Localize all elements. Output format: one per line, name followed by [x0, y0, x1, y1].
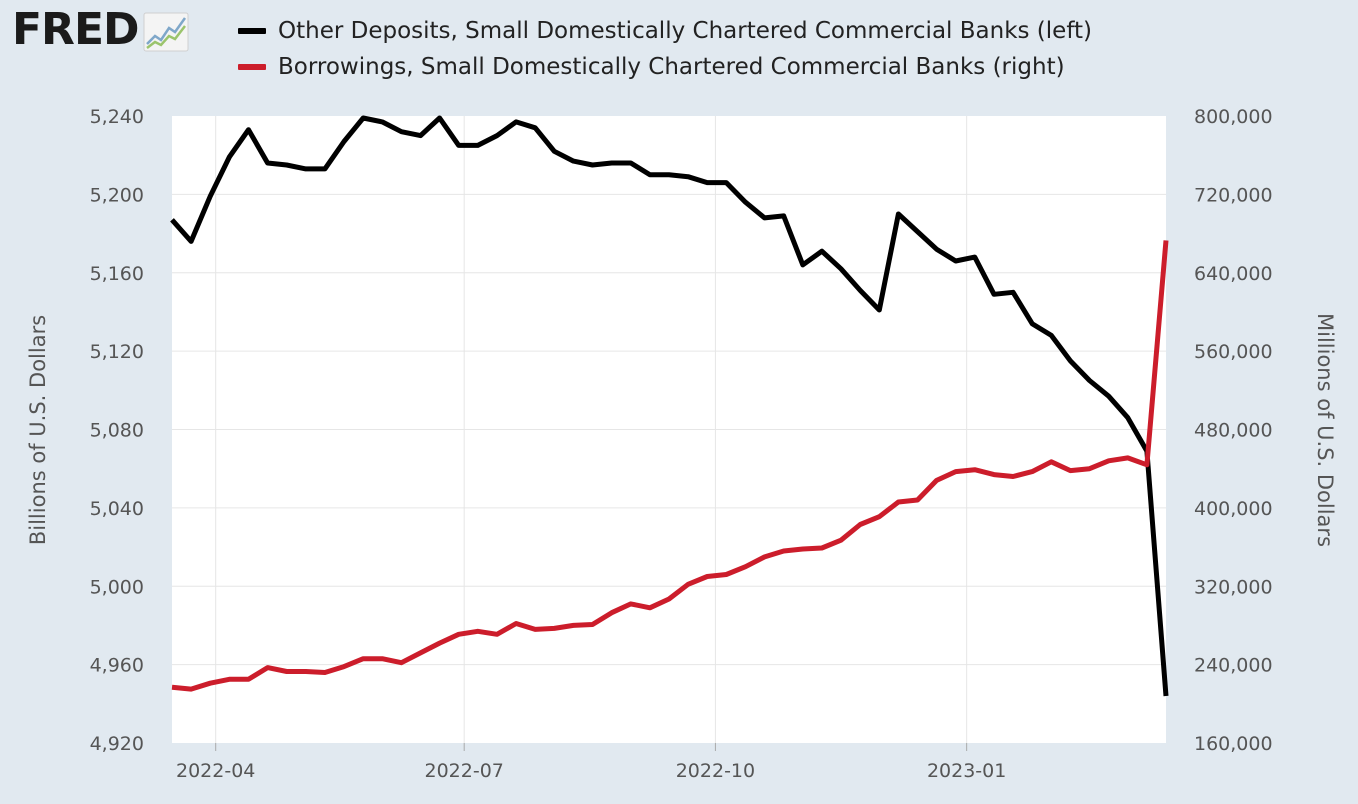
y-tick-label-left: 5,240 [90, 106, 144, 128]
y-tick-label-left: 5,040 [90, 498, 144, 520]
x-tick-label: 2022-04 [176, 760, 255, 782]
y-tick-label-left: 5,000 [90, 576, 144, 598]
x-tick-label: 2023-01 [927, 760, 1006, 782]
y-tick-label-left: 5,200 [90, 184, 144, 206]
legend-label: Borrowings, Small Domestically Chartered… [278, 54, 1065, 80]
legend-entry-other-deposits[interactable]: Other Deposits, Small Domestically Chart… [238, 16, 1092, 46]
series-lines [170, 115, 1169, 697]
legend-swatch-black [238, 28, 266, 34]
y-axis-left-title: Billions of U.S. Dollars [26, 315, 50, 545]
series-line-other-deposits [170, 115, 1169, 697]
y-tick-label-left: 5,120 [90, 341, 144, 363]
gridlines [172, 116, 1166, 743]
y-tick-label-right: 720,000 [1194, 184, 1273, 206]
x-tick-label: 2022-07 [424, 760, 503, 782]
y-tick-label-right: 240,000 [1194, 655, 1273, 677]
y-tick-label-right: 560,000 [1194, 341, 1273, 363]
chart-legend: Other Deposits, Small Domestically Chart… [238, 16, 1092, 82]
y-tick-label-left: 4,920 [90, 733, 144, 755]
x-axis: 2022-04 2022-07 2022-10 2023-01 [176, 743, 1006, 782]
y-tick-label-right: 640,000 [1194, 263, 1273, 285]
legend-label: Other Deposits, Small Domestically Chart… [278, 18, 1093, 44]
fred-logo[interactable]: FRED [12, 8, 189, 52]
x-tick-label: 2022-10 [676, 760, 755, 782]
y-tick-label-left: 5,160 [90, 263, 144, 285]
series-line-borrowings [171, 240, 1169, 692]
y-tick-label-right: 800,000 [1194, 106, 1273, 128]
trend-chart-icon [143, 12, 189, 52]
y-axis-right: 800,000 720,000 640,000 560,000 480,000 400,0… [1194, 106, 1273, 755]
legend-swatch-red [238, 64, 266, 70]
y-tick-label-left: 4,960 [90, 655, 144, 677]
y-tick-label-right: 480,000 [1194, 420, 1273, 442]
y-axis-left: 5,240 5,200 5,160 5,120 5,080 5,040 5,000 4,960… [90, 106, 144, 755]
fred-logo-text: FRED [12, 4, 140, 55]
y-tick-label-right: 160,000 [1194, 733, 1273, 755]
y-tick-label-right: 400,000 [1194, 498, 1273, 520]
y-axis-right-title: Millions of U.S. Dollars [1313, 313, 1337, 547]
y-tick-label-left: 5,080 [90, 420, 144, 442]
legend-entry-borrowings[interactable]: Borrowings, Small Domestically Chartered… [238, 52, 1092, 82]
y-tick-label-right: 320,000 [1194, 576, 1273, 598]
